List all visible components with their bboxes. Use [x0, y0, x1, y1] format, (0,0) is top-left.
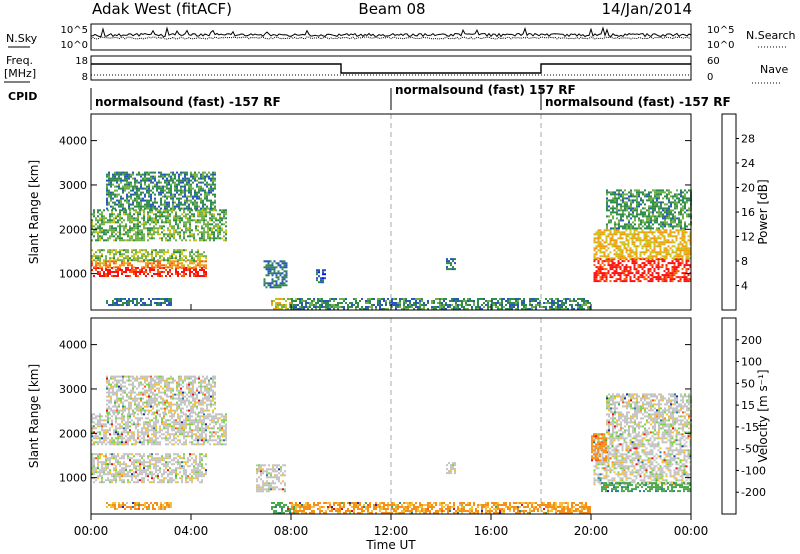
colorbar-tick-label: 200: [741, 334, 762, 347]
power-echo-region: [91, 209, 227, 242]
freq-tick-8: 8: [82, 72, 88, 83]
freq-label-2: [MHz]: [4, 67, 36, 80]
power-echo-region: [106, 298, 172, 306]
nave-label: Nave: [760, 63, 788, 76]
time-axis: 00:00 04:00 08:00 12:00 16:00 20:00 00:00: [74, 304, 709, 538]
power-echo-region: [606, 189, 692, 230]
range-tick-label: 4000: [59, 339, 87, 352]
vel-echo-region: [601, 482, 691, 493]
time-tick-label: 12:00: [374, 524, 409, 538]
power-ylabel: Slant Range [km]: [27, 160, 41, 264]
colorbar-tick-label: 12: [741, 231, 755, 244]
vel-echo-region: [271, 502, 297, 514]
range-tick-label: 4000: [59, 135, 87, 148]
vel-echo-region: [606, 393, 692, 434]
nave-tick-60: 60: [707, 56, 720, 67]
power-echo-region: [593, 258, 692, 283]
colorbar-tick-label: 8: [741, 255, 748, 268]
freq-trace: [91, 63, 691, 74]
power-colorbar: 4 8 12 16 20 24 28: [721, 113, 755, 311]
power-echo-region: [316, 269, 326, 284]
power-echo-region: [106, 171, 216, 210]
velocity-ylabel: Slant Range [km]: [27, 364, 41, 468]
power-echo-region: [593, 229, 692, 260]
power-echo-region: [91, 260, 207, 269]
time-tick-label: 04:00: [174, 524, 209, 538]
velocity-colorbar: 200 100 50 15 -15 -50 -100 -200: [721, 317, 766, 515]
noise-tick-bottom-left: 10^0: [61, 40, 88, 51]
velocity-cbar-label: Velocity [m s⁻¹]: [756, 369, 770, 462]
noise-tick-top-left: 10^5: [61, 25, 88, 36]
noise-search-label: N.Search: [746, 29, 796, 42]
noise-tick-top-right: 10^5: [707, 25, 734, 36]
power-panel: 1000 2000 3000 4000 Slant Range [km] 4 8 12 16…: [27, 113, 770, 311]
time-tick-label: 00:00: [674, 524, 709, 538]
colorbar-tick-label: 28: [741, 133, 755, 146]
colorbar-tick-label: 16: [741, 206, 755, 219]
power-echo-region: [291, 298, 591, 310]
velocity-echoes: [91, 375, 692, 514]
power-echo-region: [263, 260, 288, 289]
colorbar-tick-label: 24: [741, 157, 755, 170]
range-tick-label: 1000: [59, 268, 87, 281]
vel-echo-region: [291, 502, 591, 514]
colorbar-tick-label: 15: [741, 399, 755, 412]
power-cbar-label: Power [dB]: [756, 179, 770, 244]
noise-panel: N.Sky 10^5 10^0 10^5 10^0 N.Search: [6, 23, 796, 51]
cpid-label: CPID: [8, 90, 37, 103]
range-tick-label: 2000: [59, 427, 87, 440]
power-echo-region: [446, 258, 456, 271]
date-title: 14/Jan/2014: [602, 0, 693, 18]
vel-echo-region: [106, 502, 172, 510]
time-tick-label: 00:00: [74, 524, 109, 538]
colorbar-tick-label: 20: [741, 182, 755, 195]
colorbar-tick-label: 50: [741, 377, 755, 390]
colorbar-tick-label: 4: [741, 280, 748, 293]
freq-panel: Freq. [MHz] 18 8 60 0 Nave: [4, 54, 788, 84]
time-tick-label: 08:00: [274, 524, 309, 538]
vel-echo-region: [91, 413, 227, 446]
colorbar-tick-label: -15: [741, 421, 759, 434]
vel-echo-region: [106, 375, 216, 414]
range-tick-label: 1000: [59, 472, 87, 485]
colorbar-tick-label: 100: [741, 356, 762, 369]
vel-echo-region: [91, 453, 207, 484]
power-echoes: [91, 171, 692, 310]
freq-label-1: Freq.: [6, 54, 33, 67]
station-title: Adak West (fitACF): [92, 0, 232, 18]
range-tick-label: 3000: [59, 179, 87, 192]
cpid-segment-3: normalsound (fast) -157 RF: [545, 95, 731, 109]
noise-search-trace: [90, 36, 692, 40]
vel-echo-region: [593, 433, 692, 486]
power-echo-region: [91, 249, 207, 262]
cpid-segment-2: normalsound (fast) 157 RF: [395, 83, 576, 97]
noise-sky-trace: [90, 26, 692, 38]
noise-sky-label: N.Sky: [6, 32, 38, 45]
nave-tick-0: 0: [707, 72, 713, 83]
freq-tick-18: 18: [75, 56, 88, 67]
range-tick-label: 2000: [59, 223, 87, 236]
cpid-panel: CPID normalsound (fast) -157 RF normalso…: [8, 83, 731, 110]
vel-echo-region: [591, 433, 607, 462]
colorbar-tick-label: -100: [741, 464, 766, 477]
colorbar-tick-label: -200: [741, 486, 766, 499]
cpid-segment-1: normalsound (fast) -157 RF: [95, 95, 281, 109]
velocity-panel: 1000 2000 3000 4000 Slant Range [km] 200 100…: [27, 317, 770, 515]
vel-echo-region: [256, 464, 286, 493]
noise-tick-bottom-right: 10^0: [707, 40, 734, 51]
time-axis-label: Time UT: [365, 538, 416, 552]
beam-title: Beam 08: [358, 0, 425, 18]
range-tick-label: 3000: [59, 383, 87, 396]
time-tick-label: 20:00: [574, 524, 609, 538]
vel-echo-region: [446, 462, 456, 475]
colorbar-tick-label: -50: [741, 443, 759, 456]
time-tick-label: 16:00: [474, 524, 509, 538]
